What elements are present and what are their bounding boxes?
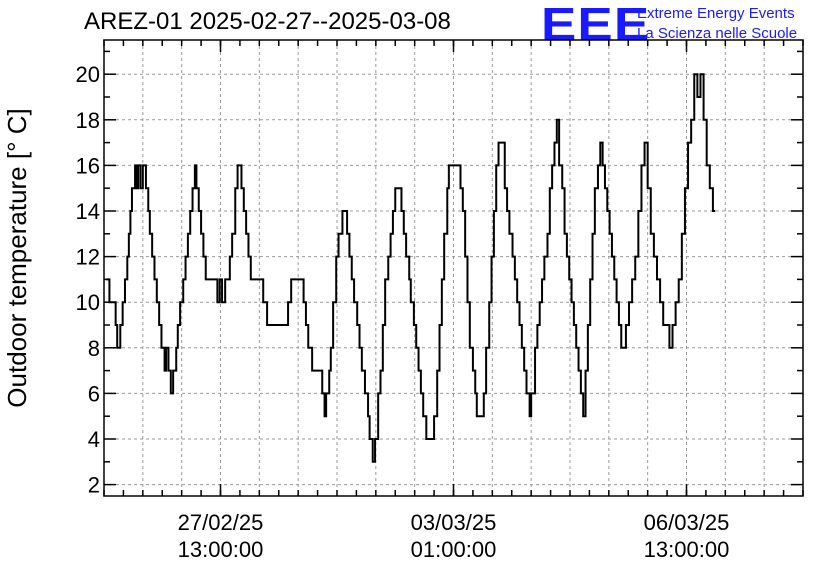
y-tick-label: 6 [88,381,100,406]
y-tick-label: 12 [76,245,100,270]
series-line [106,73,716,463]
y-tick-label: 8 [88,336,100,361]
y-tick-label: 4 [88,427,100,452]
x-tick-label-time: 13:00:00 [178,537,264,562]
x-tick-label-date: 06/03/25 [644,510,730,535]
logo-caption-line1: Extreme Energy Events [637,5,795,22]
y-tick-label: 16 [76,153,100,178]
x-tick-label-date: 27/02/25 [178,510,264,535]
x-tick-label-date: 03/03/25 [411,510,497,535]
y-tick-label: 14 [76,199,100,224]
plot-frame [103,39,804,497]
logo-caption: Extreme Energy Events La Scienza nelle S… [637,4,797,44]
y-tick-label: 10 [76,290,100,315]
x-tick-label-time: 01:00:00 [411,537,497,562]
y-tick-label: 20 [76,62,100,87]
y-tick-label: 18 [76,108,100,133]
chart-title: AREZ-01 2025-02-27--2025-03-08 [84,8,451,35]
y-axis-label: Outdoor temperature [° C] [2,108,32,407]
y-tick-label: 2 [88,473,100,498]
logo-caption-line2: La Scienza nelle Scuole [637,25,798,42]
x-tick-label-time: 13:00:00 [644,537,730,562]
